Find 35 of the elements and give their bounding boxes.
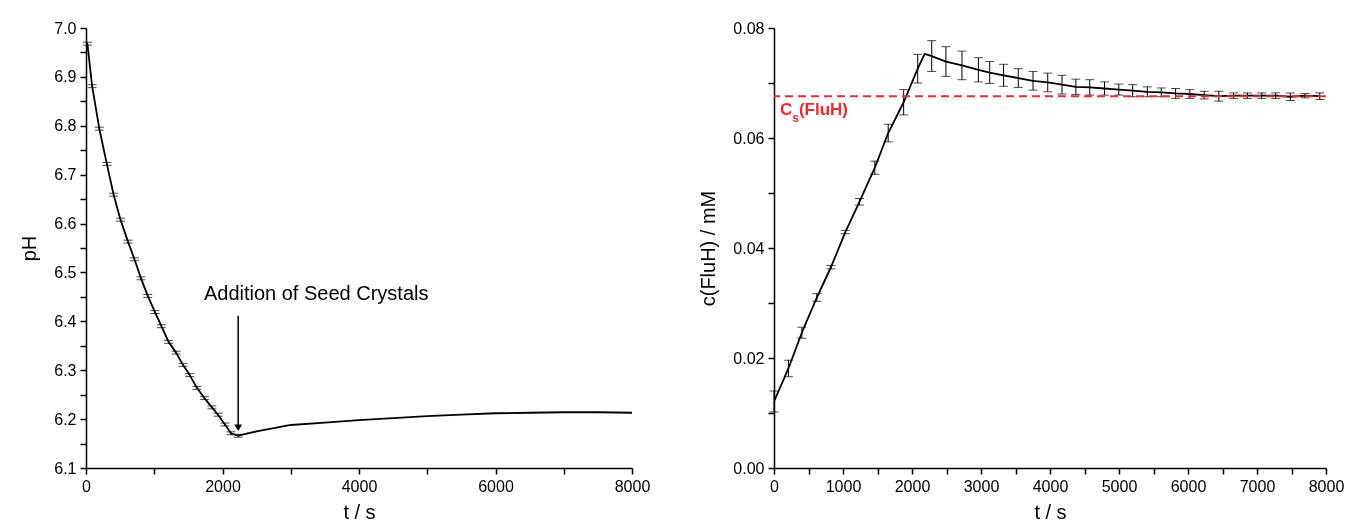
y-tick-label: 6.1 — [54, 459, 77, 477]
y-tick-label: 6.9 — [54, 68, 77, 86]
y-tick-label: 0.04 — [733, 239, 765, 257]
x-tick-label: 8000 — [614, 477, 651, 495]
y-tick-label: 6.7 — [54, 166, 77, 184]
y-tick-label: 0.02 — [733, 349, 765, 367]
x-tick-label: 5000 — [1101, 477, 1138, 495]
y-tick-label: 6.4 — [54, 312, 77, 330]
y-tick-label: 6.5 — [54, 263, 77, 281]
x-tick-label: 0 — [82, 477, 92, 495]
annotation: Addition of Seed Crystals — [203, 281, 429, 304]
x-axis-title: t / s — [343, 500, 376, 523]
y-tick-label: 6.8 — [54, 117, 77, 135]
y-axis-title: c(FluH) / mM — [697, 190, 720, 307]
y-tick-label: 7.0 — [54, 19, 77, 37]
y-tick-label: 6.2 — [54, 410, 77, 428]
x-axis-title: t / s — [1034, 500, 1067, 523]
y-tick-label: 0.06 — [733, 129, 765, 147]
x-tick-label: 6000 — [1170, 477, 1207, 495]
x-tick-label: 2000 — [894, 477, 931, 495]
x-tick-label: 0 — [770, 477, 780, 495]
x-tick-label: 8000 — [1308, 477, 1345, 495]
y-tick-label: 6.3 — [54, 361, 77, 379]
x-tick-label: 4000 — [1032, 477, 1069, 495]
y-axis-title: pH — [18, 235, 41, 262]
x-tick-label: 4000 — [341, 477, 378, 495]
x-tick-label: 6000 — [478, 477, 514, 495]
x-tick-label: 7000 — [1239, 477, 1276, 495]
y-tick-label: 6.6 — [54, 215, 77, 233]
x-tick-label: 3000 — [963, 477, 1000, 495]
ref-line-label: C$_{s}$(FluH) — [780, 100, 848, 126]
y-tick-label: 0.00 — [733, 459, 765, 477]
y-tick-label: 0.08 — [733, 19, 765, 37]
x-tick-label: 2000 — [205, 477, 241, 495]
x-tick-label: 1000 — [825, 477, 862, 495]
